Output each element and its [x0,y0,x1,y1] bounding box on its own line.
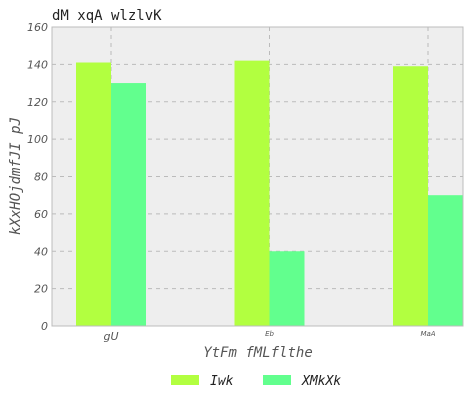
y-axis-label: kXxHOjdmfJI pJ [8,117,24,235]
y-tick-label: 140 [27,58,48,71]
x-axis-ticks: gU Eb MaA [103,330,435,343]
y-tick-label: 100 [27,133,48,146]
bar-Iwk-MaA [393,66,428,327]
x-tick-label: gU [103,330,118,343]
bar-Iwk-Eb [234,60,270,326]
x-tick-label: MaA [420,330,435,338]
y-tick-label: 20 [34,283,48,296]
legend-label: Iwk [210,374,234,389]
bar-XMkXk-gU [111,83,146,326]
x-axis-label: YtFm fMLflthe [203,345,313,361]
y-tick-label: 40 [34,245,48,258]
bars [76,60,463,327]
y-tick-label: 60 [34,208,48,221]
y-tick-label: 120 [27,96,48,109]
legend-swatch [263,375,291,385]
chart-title: dM xqA wlzlvK [52,8,162,24]
legend-swatch [171,375,199,385]
y-tick-label: 0 [41,320,48,333]
legend: Iwk XMkXk [171,374,341,389]
y-tick-label: 80 [34,171,48,184]
legend-label: XMkXk [301,374,341,389]
bar-XMkXk-MaA [428,195,463,326]
x-tick-label: Eb [265,330,274,338]
y-axis-ticks: 0 20 40 60 80 100 120 140 160 [27,21,48,333]
plot-frame [51,26,464,327]
y-tick-label: 160 [27,21,48,34]
bar-Iwk-gU [76,62,111,326]
bar-XMkXk-Eb [269,251,305,326]
